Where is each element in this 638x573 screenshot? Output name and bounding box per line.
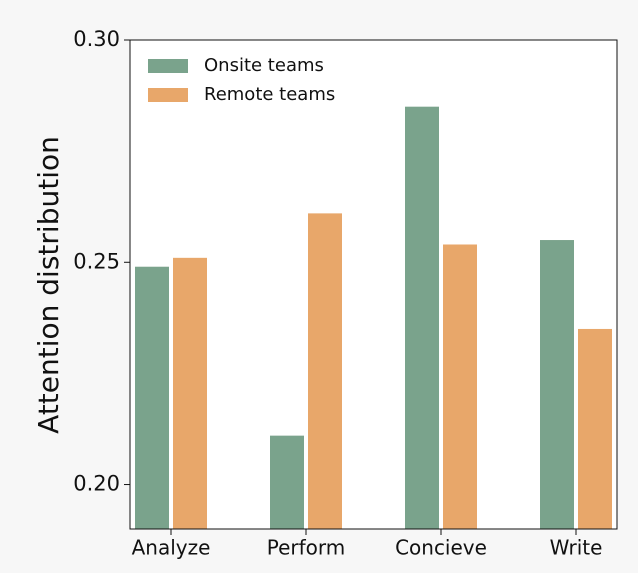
bar (540, 240, 574, 529)
plot-area (130, 40, 617, 529)
bar (578, 328, 612, 529)
x-tick-label: Analyze (132, 536, 211, 560)
legend-label: Remote teams (204, 84, 335, 105)
plot-frame (129, 39, 618, 530)
bar (270, 435, 304, 529)
legend-swatch (148, 59, 188, 73)
bar (135, 266, 169, 529)
y-tick-label: 0.20 (73, 472, 120, 496)
x-tick-label: Write (550, 536, 603, 560)
x-tick-label: Concieve (395, 536, 487, 560)
bar (308, 213, 342, 529)
bar (405, 106, 439, 529)
y-axis-label: Attention distribution (32, 136, 65, 434)
legend-swatch (148, 88, 188, 102)
legend-label: Onsite teams (204, 55, 324, 76)
y-tick-label: 0.30 (73, 27, 120, 51)
bar (173, 257, 207, 529)
y-tick-label: 0.25 (73, 249, 120, 273)
bar (443, 244, 477, 529)
x-tick-label: Perform (267, 536, 346, 560)
